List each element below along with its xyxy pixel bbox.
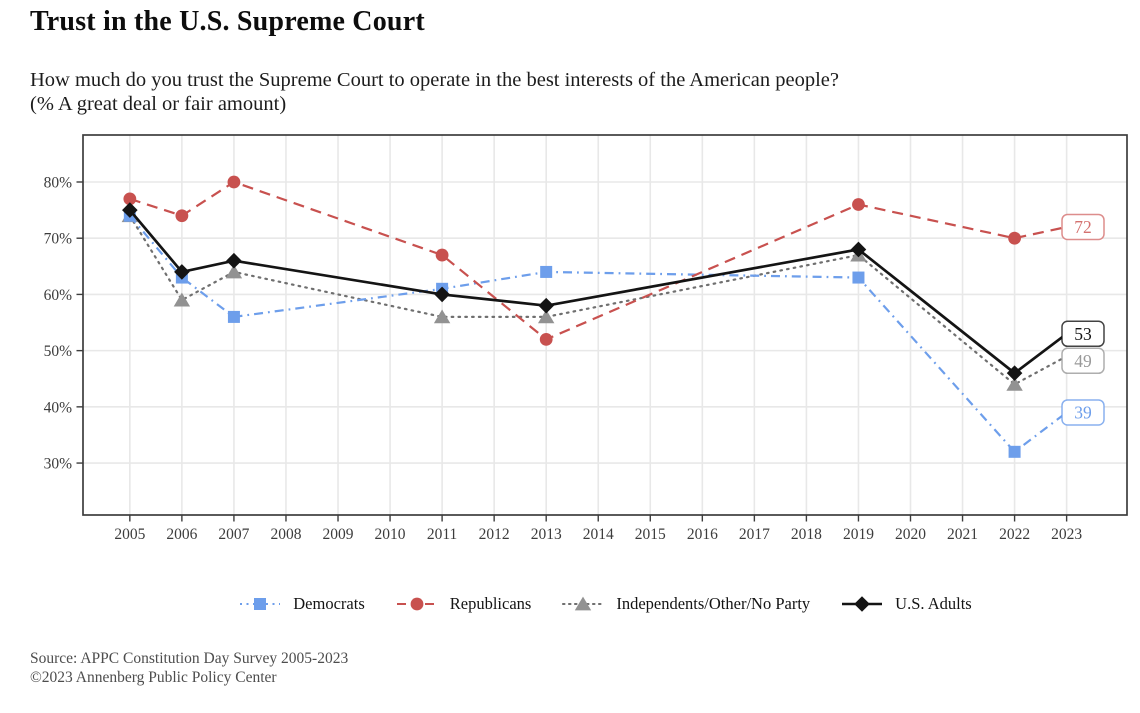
y-tick-label: 70% <box>44 231 73 248</box>
y-tick-label: 40% <box>44 399 73 416</box>
legend-marker-square-icon <box>240 598 281 610</box>
chart-legend: Democrats Republicans Independents/Other/N… <box>0 594 1140 614</box>
data-point-u-s-adults <box>1006 365 1023 381</box>
y-tick-label: 60% <box>44 287 73 304</box>
data-point-republicans <box>175 209 189 223</box>
end-label-72: 72 <box>1061 213 1105 241</box>
data-point-republicans <box>123 192 137 206</box>
end-label-value: 72 <box>1074 217 1092 237</box>
x-tick-label: 2012 <box>479 526 510 543</box>
legend-marker-circle-icon <box>396 597 437 611</box>
series-line-independents-other-no-party <box>128 214 1068 386</box>
data-point-independents-other-no-party <box>1006 376 1023 391</box>
series-independents-other-no-party <box>121 208 1068 391</box>
legend-item-u-s-adults: U.S. Adults <box>840 594 972 614</box>
series-republicans <box>123 175 1067 346</box>
source-note: Source: APPC Constitution Day Survey 200… <box>30 649 348 687</box>
x-tick-label: 2006 <box>166 526 197 543</box>
data-point-democrats <box>852 271 865 284</box>
end-label-box <box>1061 399 1105 426</box>
chart-subtitle-line1: How much do you trust the Supreme Court … <box>30 69 839 91</box>
x-tick-label: 2016 <box>687 526 718 543</box>
copyright-line: ©2023 Annenberg Public Policy Center <box>30 669 277 686</box>
data-point-u-s-adults <box>174 264 190 280</box>
legend-marker-diamond-icon <box>842 596 883 612</box>
data-point-u-s-adults <box>850 241 867 258</box>
legend-swatch-u-s-adults <box>854 596 870 612</box>
data-point-republicans <box>539 332 553 346</box>
end-label-value: 53 <box>1074 324 1092 344</box>
data-point-democrats <box>227 310 240 323</box>
end-label-value: 49 <box>1074 351 1092 371</box>
data-point-republicans <box>227 175 241 189</box>
x-tick-label: 2015 <box>635 526 666 543</box>
end-label-39: 39 <box>1061 399 1105 426</box>
legend-label-democrats: Democrats <box>293 594 365 613</box>
end-label-box <box>1061 347 1105 375</box>
series-democrats <box>123 209 1068 458</box>
y-tick-label: 50% <box>44 343 73 360</box>
data-point-u-s-adults <box>226 252 242 269</box>
x-tick-label: 2009 <box>323 526 354 543</box>
series-line-republicans <box>129 180 1067 341</box>
series-line-democrats <box>128 215 1068 454</box>
end-label-box <box>1061 320 1105 348</box>
x-tick-label: 2019 <box>843 526 874 543</box>
series-line-u-s-adults <box>128 209 1068 375</box>
plot-area <box>83 135 1127 515</box>
y-tick-label: 80% <box>44 174 73 191</box>
page-title: Trust in the U.S. Supreme Court <box>30 6 425 37</box>
data-point-u-s-adults <box>538 297 554 314</box>
x-tick-label: 2014 <box>583 526 614 543</box>
chart-subtitle: How much do you trust the Supreme Court … <box>30 68 839 116</box>
plot-border <box>82 134 1128 516</box>
legend-label-independents-other-no-party: Independents/Other/No Party <box>616 594 811 613</box>
legend-item-democrats: Democrats <box>238 594 365 614</box>
x-tick-label: 2022 <box>999 526 1030 543</box>
x-tick-label: 2010 <box>375 526 406 543</box>
data-point-republicans <box>852 198 865 211</box>
x-tick-label: 2007 <box>218 526 249 543</box>
end-label-box <box>1061 213 1105 241</box>
end-label-53: 53 <box>1061 320 1105 348</box>
data-point-democrats <box>1008 445 1021 458</box>
legend-marker-triangle-icon <box>562 596 605 611</box>
legend-item-republicans: Republicans <box>395 594 532 614</box>
data-point-u-s-adults <box>122 202 138 218</box>
x-tick-label: 2017 <box>739 526 770 543</box>
trust-line-chart: 2005 2006 2007 2008 2009 2010 2011 2012 2013 2014… <box>44 134 1128 543</box>
x-tick-label: 2011 <box>427 526 457 543</box>
data-point-republicans <box>435 248 449 262</box>
data-point-independents-other-no-party <box>433 309 451 324</box>
data-point-u-s-adults <box>434 286 450 303</box>
y-tick-label: 30% <box>44 456 73 473</box>
legend-label-republicans: Republicans <box>449 594 532 613</box>
x-tick-label: 2020 <box>895 526 926 543</box>
legend-swatch-democrats <box>254 598 267 610</box>
end-label-value: 39 <box>1074 402 1092 422</box>
x-tick-label: 2013 <box>531 526 562 543</box>
legend-swatch-republicans <box>410 597 424 611</box>
legend-item-independents-other-no-party: Independents/Other/No Party <box>561 594 810 614</box>
data-point-democrats <box>540 265 553 278</box>
data-point-independents-other-no-party <box>537 309 555 324</box>
series-u-s-adults <box>122 202 1068 381</box>
x-tick-label: 2005 <box>114 526 145 543</box>
chart-subtitle-line2: (% A great deal or fair amount) <box>30 93 287 115</box>
end-label-49: 49 <box>1061 347 1105 375</box>
legend-label-u-s-adults: U.S. Adults <box>895 594 972 613</box>
source-line: Source: APPC Constitution Day Survey 200… <box>30 650 349 667</box>
x-tick-label: 2008 <box>270 526 301 543</box>
x-tick-label: 2023 <box>1051 526 1082 543</box>
data-point-independents-other-no-party <box>173 292 191 307</box>
legend-swatch-independents-other-no-party <box>575 596 592 611</box>
x-tick-label: 2021 <box>947 526 978 543</box>
x-tick-label: 2018 <box>791 526 822 543</box>
data-point-independents-other-no-party <box>225 264 243 279</box>
data-point-republicans <box>1008 231 1021 245</box>
